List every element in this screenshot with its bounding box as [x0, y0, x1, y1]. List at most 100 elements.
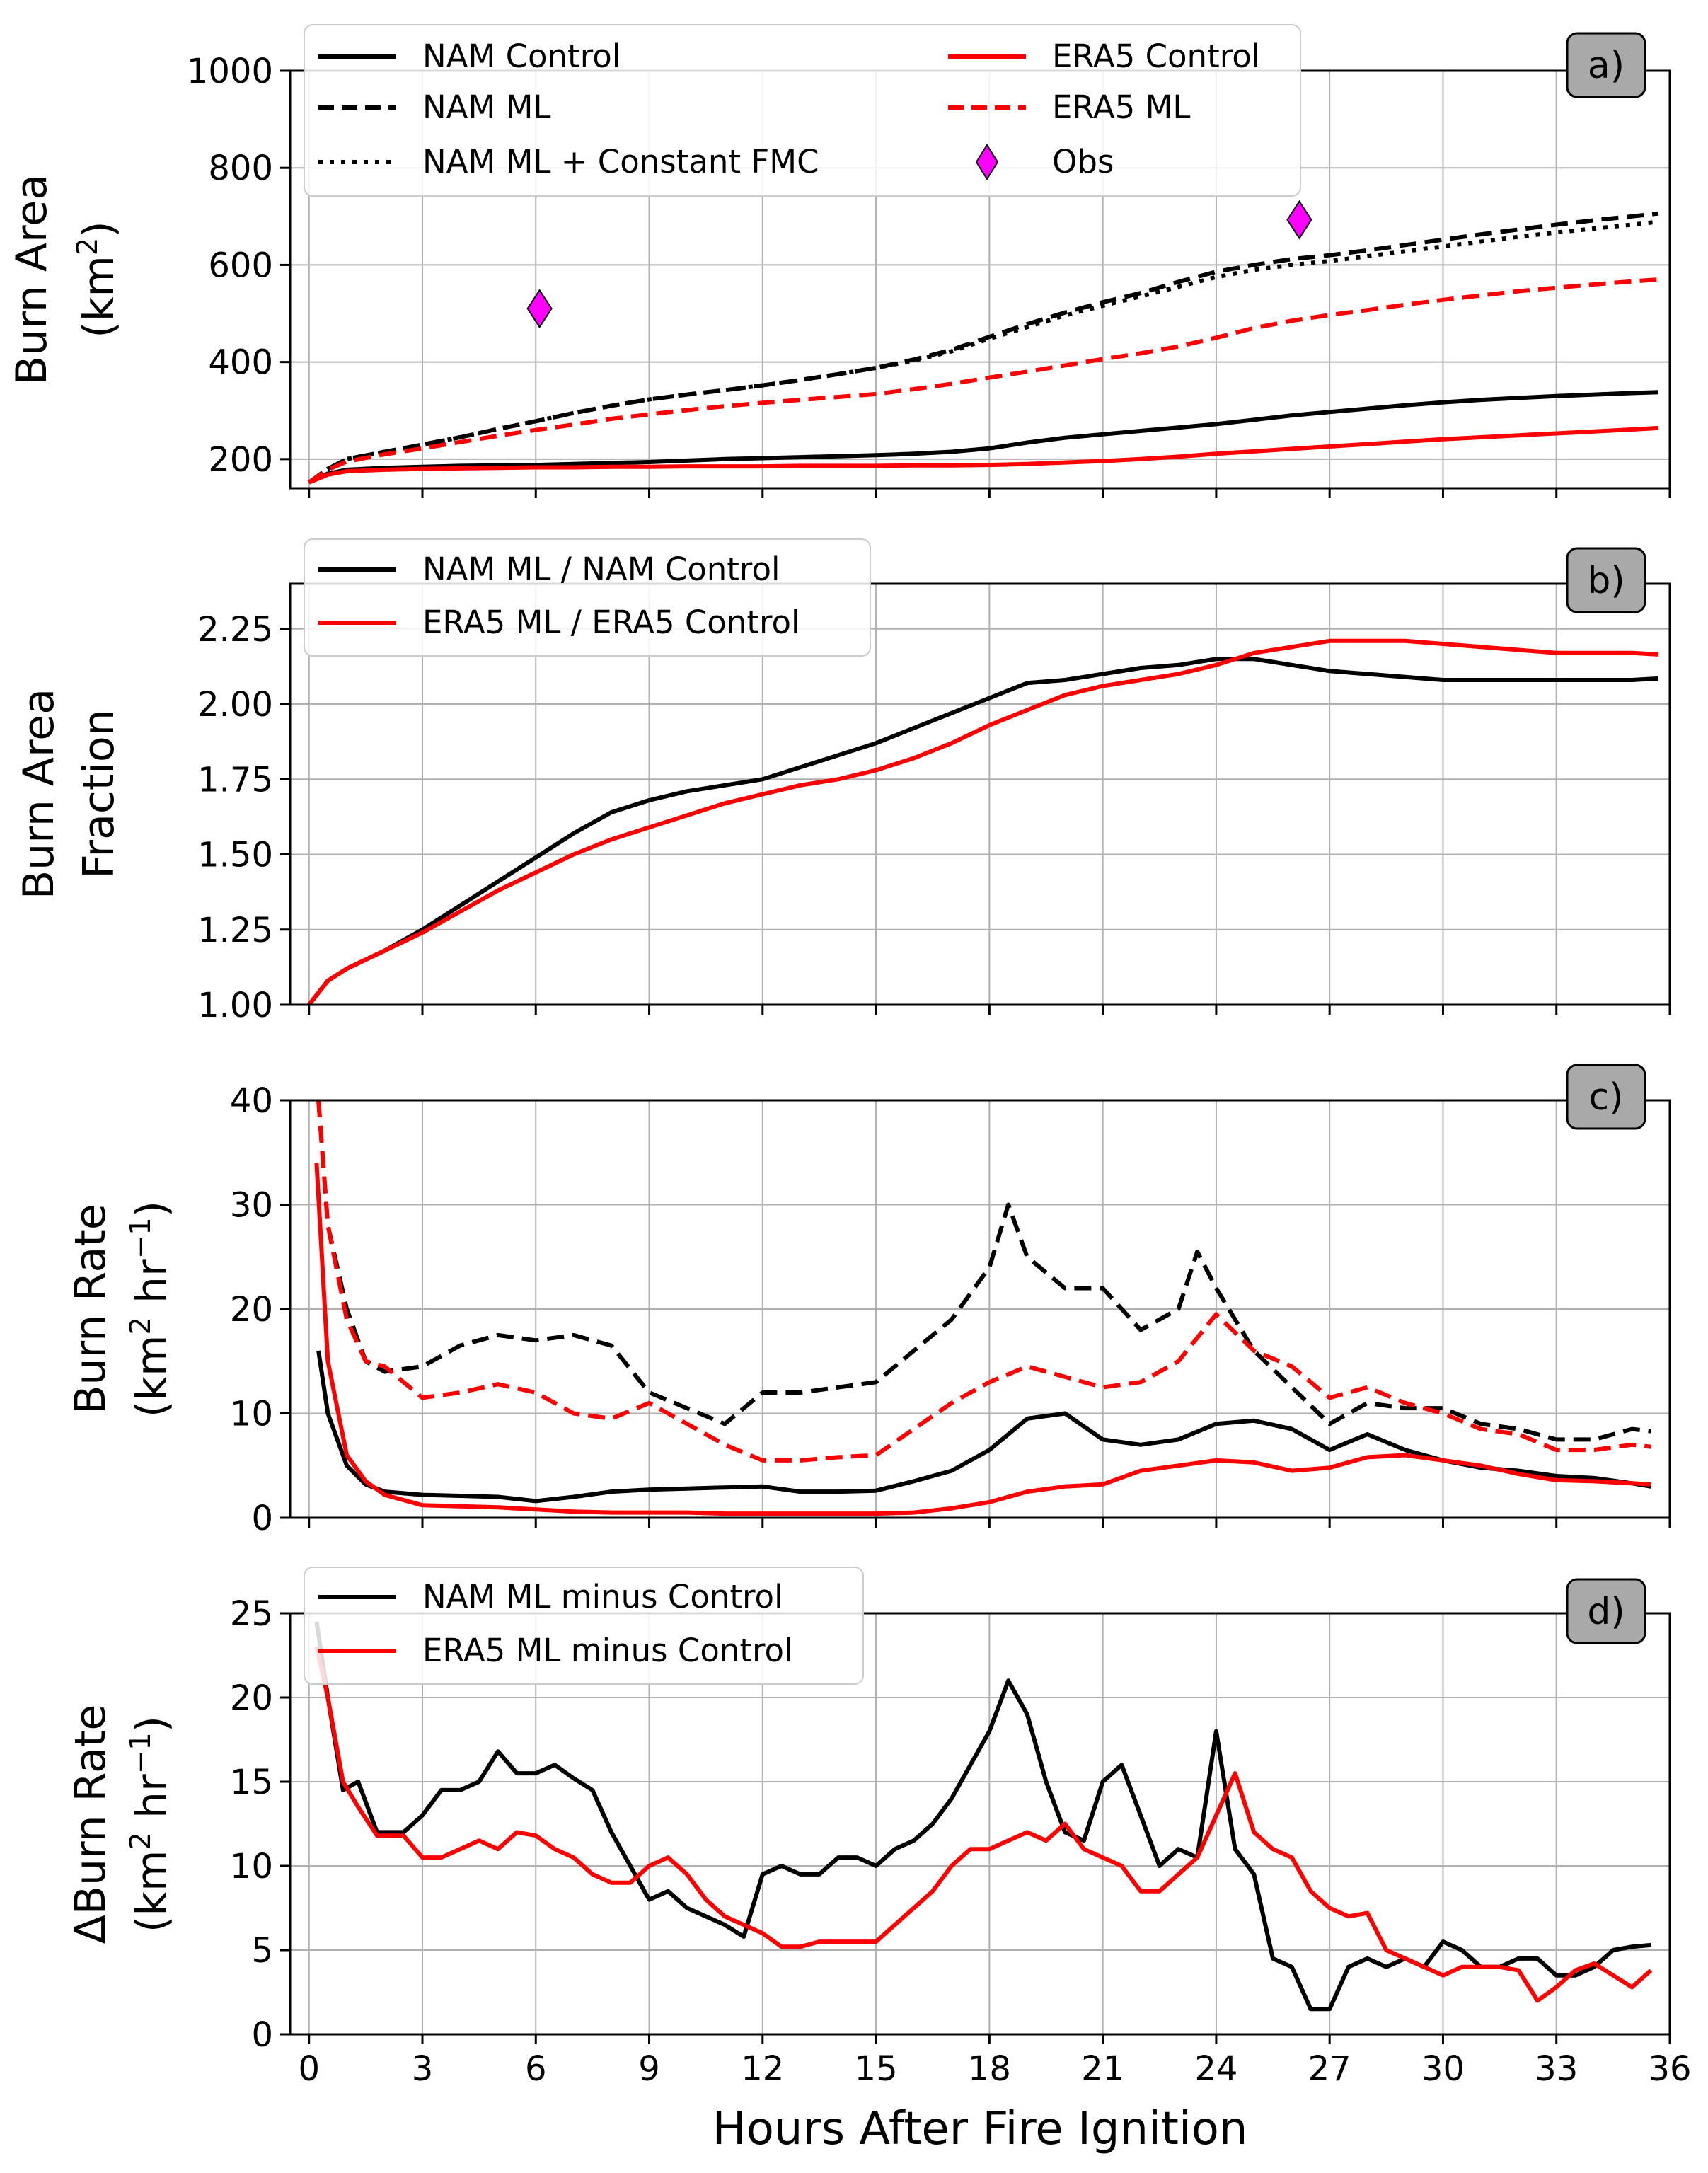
panel-c-ytick-label: 30 — [230, 1186, 273, 1226]
panel-b-series-nam-ml-nam-control — [307, 657, 1659, 1005]
panel-d-legend: NAM ML minus Control ERA5 ML minus Contr… — [304, 1567, 864, 1685]
x-tick-label: 15 — [855, 2049, 898, 2089]
panel-d-ytick-label: 25 — [230, 1594, 273, 1634]
panel-d-ylabel-units: (km2 hr−1) — [125, 1716, 177, 1932]
panel-a-ytick-label: 800 — [208, 149, 273, 188]
panel-c-xticks — [308, 1518, 1671, 1528]
panel-d-ytick-label: 20 — [230, 1678, 273, 1718]
x-tick-label: 36 — [1648, 2049, 1691, 2089]
panel-a-ytick-label: 200 — [208, 440, 273, 480]
panel-c-tag: c) — [1566, 1064, 1646, 1130]
legend-label-nam-ml: NAM ML — [422, 88, 550, 126]
x-tick-label: 9 — [638, 2049, 660, 2089]
x-tick-label: 33 — [1535, 2049, 1578, 2089]
panel-c-series-era5-ml — [316, 1100, 1651, 1463]
x-tick-label: 21 — [1081, 2049, 1124, 2089]
panel-a-ylabel-units: (km2) — [71, 221, 124, 338]
panel-c-series-nam-control — [316, 1350, 1651, 1504]
panel-d-tag: d) — [1566, 1578, 1646, 1644]
x-tick-label: 12 — [741, 2049, 784, 2089]
legend-label-era5-diff: ERA5 ML minus Control — [422, 1632, 793, 1669]
legend-label-era5-ratio: ERA5 ML / ERA5 Control — [422, 604, 800, 641]
panel-b-ytick-label: 1.75 — [197, 760, 273, 800]
panel-c-ylabel: Burn Rate — [66, 1204, 115, 1414]
panel-a-series-nam-ml — [307, 211, 1659, 485]
panel-b-ytick-label: 1.50 — [197, 836, 273, 875]
svg-text:d): d) — [1587, 1591, 1625, 1633]
panel-a-series-obs-point — [1286, 200, 1312, 240]
panel-a-series-nam-ml-constant-fmc — [307, 219, 1659, 485]
panel-c-ylabel-units: (km2 hr−1) — [125, 1201, 177, 1417]
panel-d-ylabel: ΔBurn Rate — [66, 1705, 115, 1944]
panel-a-ytick-label: 1000 — [187, 52, 273, 91]
panel-c-ytick-label: 10 — [230, 1395, 273, 1434]
panel-d-series — [314, 1621, 1653, 2012]
legend-label-obs: Obs — [1052, 143, 1114, 180]
panel-d-yticks: 0 5 10 15 20 25 — [230, 1594, 290, 2055]
x-tick-label: 30 — [1421, 2049, 1465, 2089]
x-axis-label: Hours After Fire Ignition — [712, 2103, 1248, 2155]
x-tick-label: 6 — [525, 2049, 547, 2089]
x-tick-label: 18 — [968, 2049, 1011, 2089]
panel-a-legend: NAM Control NAM ML NAM ML + Constant FMC… — [304, 24, 1301, 197]
legend-label-nam-diff: NAM ML minus Control — [422, 1578, 783, 1615]
panel-b: 1.00 1.25 1.50 1.75 2.00 2.25 Burn Area Fract… — [14, 538, 1671, 1025]
x-tick-label: 27 — [1308, 2049, 1351, 2089]
panel-c-ytick-label: 20 — [230, 1290, 273, 1330]
panel-b-ylabel: Burn Area — [14, 688, 64, 899]
panel-c: 0 10 20 30 40 Burn Rate (km2 hr−1) c) — [66, 1064, 1671, 1538]
panel-b-ytick-label: 2.25 — [197, 610, 273, 650]
x-tick-label: 3 — [412, 2049, 434, 2089]
panel-d-ytick-label: 5 — [251, 1931, 273, 1971]
panel-a-yticks: 200 400 600 800 1000 — [187, 52, 290, 480]
legend-swatch-obs — [975, 144, 999, 180]
panel-b-legend: NAM ML / NAM Control ERA5 ML / ERA5 Cont… — [304, 538, 871, 657]
legend-label-era5-control: ERA5 Control — [1052, 38, 1260, 75]
legend-label-era5-ml: ERA5 ML — [1052, 88, 1191, 126]
panel-a-ytick-label: 400 — [208, 343, 273, 383]
panel-a: 200 400 600 800 1000 Burn Area (km2) NAM Con… — [7, 24, 1671, 498]
panel-a-ylabel: Burn Area — [7, 174, 57, 385]
panel-d-ytick-label: 15 — [230, 1763, 273, 1802]
panel-d-xtick-labels: 0 3 6 9 12 15 18 21 24 27 30 33 36 — [298, 2049, 1691, 2089]
panel-c-series — [314, 1100, 1651, 1516]
panel-b-ylabel-line2: Fraction — [74, 709, 124, 879]
panel-b-tag: b) — [1566, 547, 1646, 613]
panel-b-ytick-label: 2.00 — [197, 685, 273, 725]
x-tick-label: 0 — [298, 2049, 320, 2089]
panel-b-frame — [289, 582, 1671, 1006]
panel-c-series-era5-control — [314, 1163, 1651, 1516]
svg-text:c): c) — [1589, 1076, 1624, 1119]
svg-text:a): a) — [1588, 45, 1625, 87]
panel-d-ytick-label: 0 — [251, 2015, 273, 2055]
panel-d-frame — [289, 1612, 1671, 2036]
legend-label-nam-ratio: NAM ML / NAM Control — [422, 551, 780, 588]
panel-c-series-nam-ml — [316, 1100, 1651, 1442]
panel-b-xticks — [308, 1005, 1671, 1015]
panel-c-yticks: 0 10 20 30 40 — [230, 1081, 290, 1538]
panel-d-series-era5-ml-minus-control — [314, 1646, 1653, 2003]
panel-a-series-obs-point — [526, 289, 553, 328]
panel-b-ytick-label: 1.00 — [197, 986, 273, 1025]
panel-d-series-nam-ml-minus-control — [314, 1621, 1651, 2012]
panel-c-ytick-label: 40 — [230, 1081, 273, 1121]
legend-label-nam-ml-constant-fmc: NAM ML + Constant FMC — [422, 143, 819, 180]
panel-a-series — [307, 200, 1659, 485]
panel-b-series — [307, 638, 1659, 1005]
panel-a-tag: a) — [1566, 32, 1646, 98]
svg-text:b): b) — [1587, 560, 1625, 602]
panel-a-series-era5-control — [308, 425, 1659, 485]
legend-label-nam-control: NAM Control — [422, 38, 621, 75]
panel-c-ytick-label: 0 — [251, 1499, 273, 1538]
panel-a-xticks — [308, 488, 1671, 498]
panel-d-ytick-label: 10 — [230, 1847, 273, 1886]
x-tick-label: 24 — [1194, 2049, 1237, 2089]
panel-d-xticks — [308, 2034, 1671, 2044]
panel-a-series-era5-ml — [308, 277, 1659, 485]
panel-d: 0 5 10 15 20 25 ΔBurn Rate (km2 hr−1) NAM ML … — [66, 1567, 1692, 2155]
panel-b-ytick-label: 1.25 — [197, 911, 273, 950]
panel-b-yticks: 1.00 1.25 1.50 1.75 2.00 2.25 — [197, 610, 290, 1025]
panel-b-series-era5-ml-era5-control — [307, 638, 1659, 1005]
panel-a-ytick-label: 600 — [208, 246, 273, 285]
